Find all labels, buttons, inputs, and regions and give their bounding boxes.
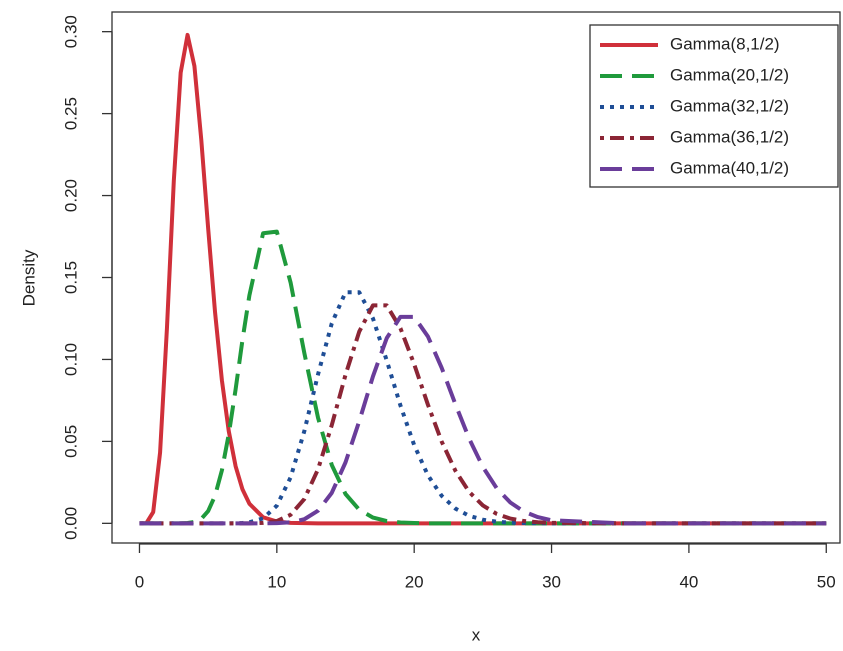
y-tick-label: 0.00: [61, 507, 80, 540]
legend-label: Gamma(32,1/2): [670, 96, 789, 115]
density-line: [139, 229, 827, 526]
x-tick-label: 40: [679, 572, 698, 591]
y-axis-label: Density: [19, 249, 38, 306]
density-line: [139, 314, 827, 526]
x-tick-label: 0: [135, 572, 144, 591]
density-line: [139, 290, 827, 526]
legend-label: Gamma(36,1/2): [670, 127, 789, 146]
legend: Gamma(8,1/2) Gamma(20,1/2) Gamma(32,1/2) Ga…: [589, 24, 839, 188]
y-tick-label: 0.10: [61, 343, 80, 376]
x-tick-label: 10: [267, 572, 286, 591]
x-tick-label: 50: [817, 572, 836, 591]
legend-label: Gamma(8,1/2): [670, 34, 780, 53]
x-tick-label: 30: [542, 572, 561, 591]
legend-label: Gamma(40,1/2): [670, 158, 789, 177]
y-tick-label: 0.20: [61, 179, 80, 212]
y-tick-label: 0.30: [61, 15, 80, 48]
x-axis-label: x: [472, 625, 481, 644]
x-tick-label: 20: [405, 572, 424, 591]
y-tick-label: 0.15: [61, 261, 80, 294]
y-tick-label: 0.25: [61, 97, 80, 130]
legend-label: Gamma(20,1/2): [670, 65, 789, 84]
y-tick-label: 0.05: [61, 425, 80, 458]
